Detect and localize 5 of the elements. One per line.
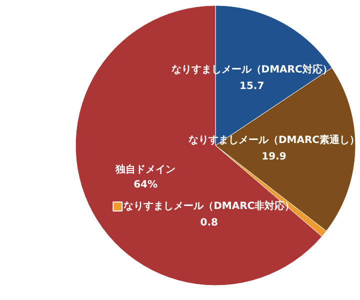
data-label: 0.8 <box>200 218 218 229</box>
slice-label: 独自ドメイン <box>114 164 176 176</box>
data-label: 19.9 <box>262 152 286 163</box>
data-label: 15.7 <box>239 81 264 92</box>
data-label: 64% <box>134 180 158 191</box>
